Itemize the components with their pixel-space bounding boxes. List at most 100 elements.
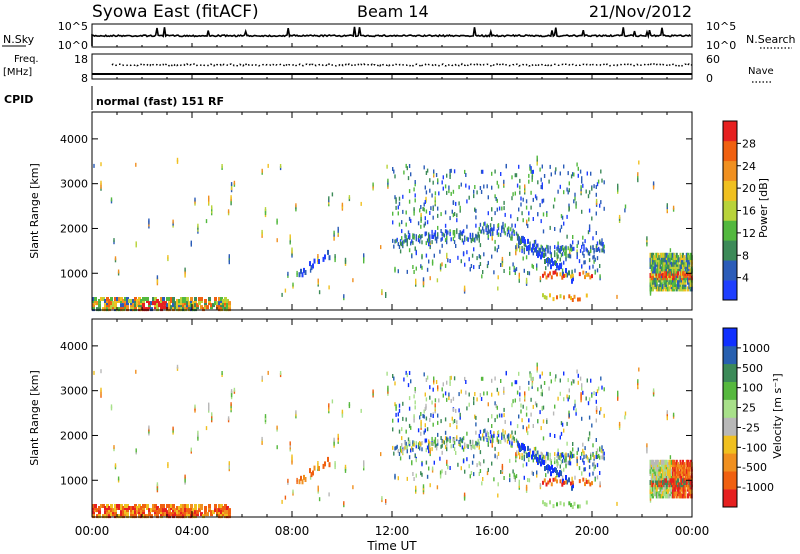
- power-cell: [669, 270, 672, 276]
- velocity-cell: [413, 394, 415, 399]
- power-cell: [475, 215, 477, 220]
- power-cell: [518, 236, 520, 242]
- velocity-cell: [534, 401, 537, 406]
- power-cell: [596, 248, 599, 252]
- velocity-cell: [559, 464, 561, 469]
- velocity-cell: [160, 504, 163, 508]
- velocity-cell: [455, 408, 457, 413]
- power-cell: [496, 229, 498, 234]
- power-cell: [186, 297, 189, 301]
- velocity-cell: [530, 412, 532, 417]
- power-cell: [436, 278, 439, 283]
- power-cell: [394, 266, 396, 271]
- power-cell: [478, 234, 480, 239]
- velocity-cell: [100, 369, 102, 374]
- power-cell: [496, 248, 498, 253]
- velocity-cell: [126, 504, 129, 508]
- velocity-cell: [528, 478, 531, 483]
- power-cell: [514, 271, 516, 275]
- power-cell: [420, 224, 422, 229]
- power-cell: [473, 189, 475, 194]
- velocity-cell: [465, 380, 467, 384]
- velocity-cell: [289, 441, 291, 446]
- velocity-cell: [599, 481, 601, 486]
- power-cell: [446, 240, 448, 245]
- power-colorbar-tick-label: 4: [742, 272, 749, 285]
- power-cell: [655, 252, 658, 258]
- power-cell: [527, 238, 529, 244]
- velocity-cell: [523, 454, 525, 459]
- velocity-cell: [404, 445, 406, 450]
- power-cell: [458, 201, 460, 206]
- power-cell: [559, 184, 561, 189]
- velocity-cell: [653, 484, 656, 490]
- velocity-cell: [601, 455, 603, 460]
- power-cell: [571, 298, 574, 302]
- power-cell: [515, 245, 517, 250]
- velocity-cell: [537, 387, 539, 392]
- power-cell: [381, 289, 383, 294]
- velocity-cell: [432, 387, 434, 392]
- power-cell: [487, 234, 489, 239]
- velocity-cell: [549, 432, 551, 437]
- power-cell: [588, 227, 591, 232]
- velocity-cell: [154, 504, 157, 508]
- power-cell: [455, 244, 457, 248]
- velocity-cell: [588, 458, 591, 463]
- power-cell: [595, 198, 598, 203]
- velocity-cell: [670, 477, 673, 483]
- power-cell: [535, 246, 537, 252]
- velocity-cell: [539, 374, 541, 379]
- power-cell: [552, 270, 555, 275]
- velocity-cell: [493, 477, 495, 482]
- power-cell: [434, 196, 436, 201]
- velocity-cell: [206, 512, 209, 517]
- power-cell: [667, 255, 669, 261]
- power-cell: [423, 202, 425, 207]
- power-cell: [591, 216, 593, 221]
- power-cell: [313, 258, 316, 264]
- power-cell: [584, 239, 586, 244]
- power-cell: [688, 273, 691, 278]
- power-cell: [318, 259, 320, 264]
- power-cell: [479, 255, 482, 260]
- power-cell: [682, 252, 684, 258]
- velocity-cell: [492, 438, 494, 443]
- power-cell: [523, 250, 525, 255]
- velocity-cell: [437, 413, 439, 418]
- velocity-cell: [660, 473, 663, 479]
- velocity-cell: [363, 460, 365, 465]
- power-cell: [638, 160, 640, 165]
- velocity-cell: [261, 375, 263, 380]
- velocity-cell: [461, 445, 464, 450]
- velocity-cell: [429, 441, 431, 446]
- velocity-cell: [429, 443, 431, 448]
- velocity-cell: [557, 396, 559, 401]
- power-cell: [488, 229, 491, 234]
- velocity-colorbar-swatch: [723, 328, 737, 347]
- power-cell: [464, 237, 466, 242]
- power-cell: [412, 233, 414, 238]
- power-cell: [431, 259, 434, 264]
- power-cell: [570, 296, 572, 301]
- power-cell: [588, 208, 591, 213]
- power-cell: [424, 216, 426, 221]
- time-axis-label: Time UT: [366, 539, 417, 553]
- power-cell: [261, 229, 263, 234]
- velocity-cell: [475, 430, 477, 435]
- velocity-cell: [291, 458, 293, 463]
- velocity-cell: [554, 477, 557, 482]
- velocity-cell: [192, 508, 195, 513]
- velocity-cell: [424, 407, 426, 411]
- power-cell: [429, 178, 431, 183]
- power-cell: [420, 205, 422, 209]
- power-cell: [184, 297, 187, 301]
- power-cell: [164, 305, 167, 310]
- velocity-cell: [343, 501, 345, 506]
- velocity-cell: [554, 434, 556, 438]
- time-axis-tick-labels: 00:00 04:00 08:00 12:00 16:00 20:00 00:00: [75, 524, 710, 538]
- power-cell: [549, 259, 551, 265]
- velocity-cell: [450, 398, 452, 403]
- power-colorbar-swatch: [723, 280, 737, 301]
- power-cell: [549, 225, 551, 230]
